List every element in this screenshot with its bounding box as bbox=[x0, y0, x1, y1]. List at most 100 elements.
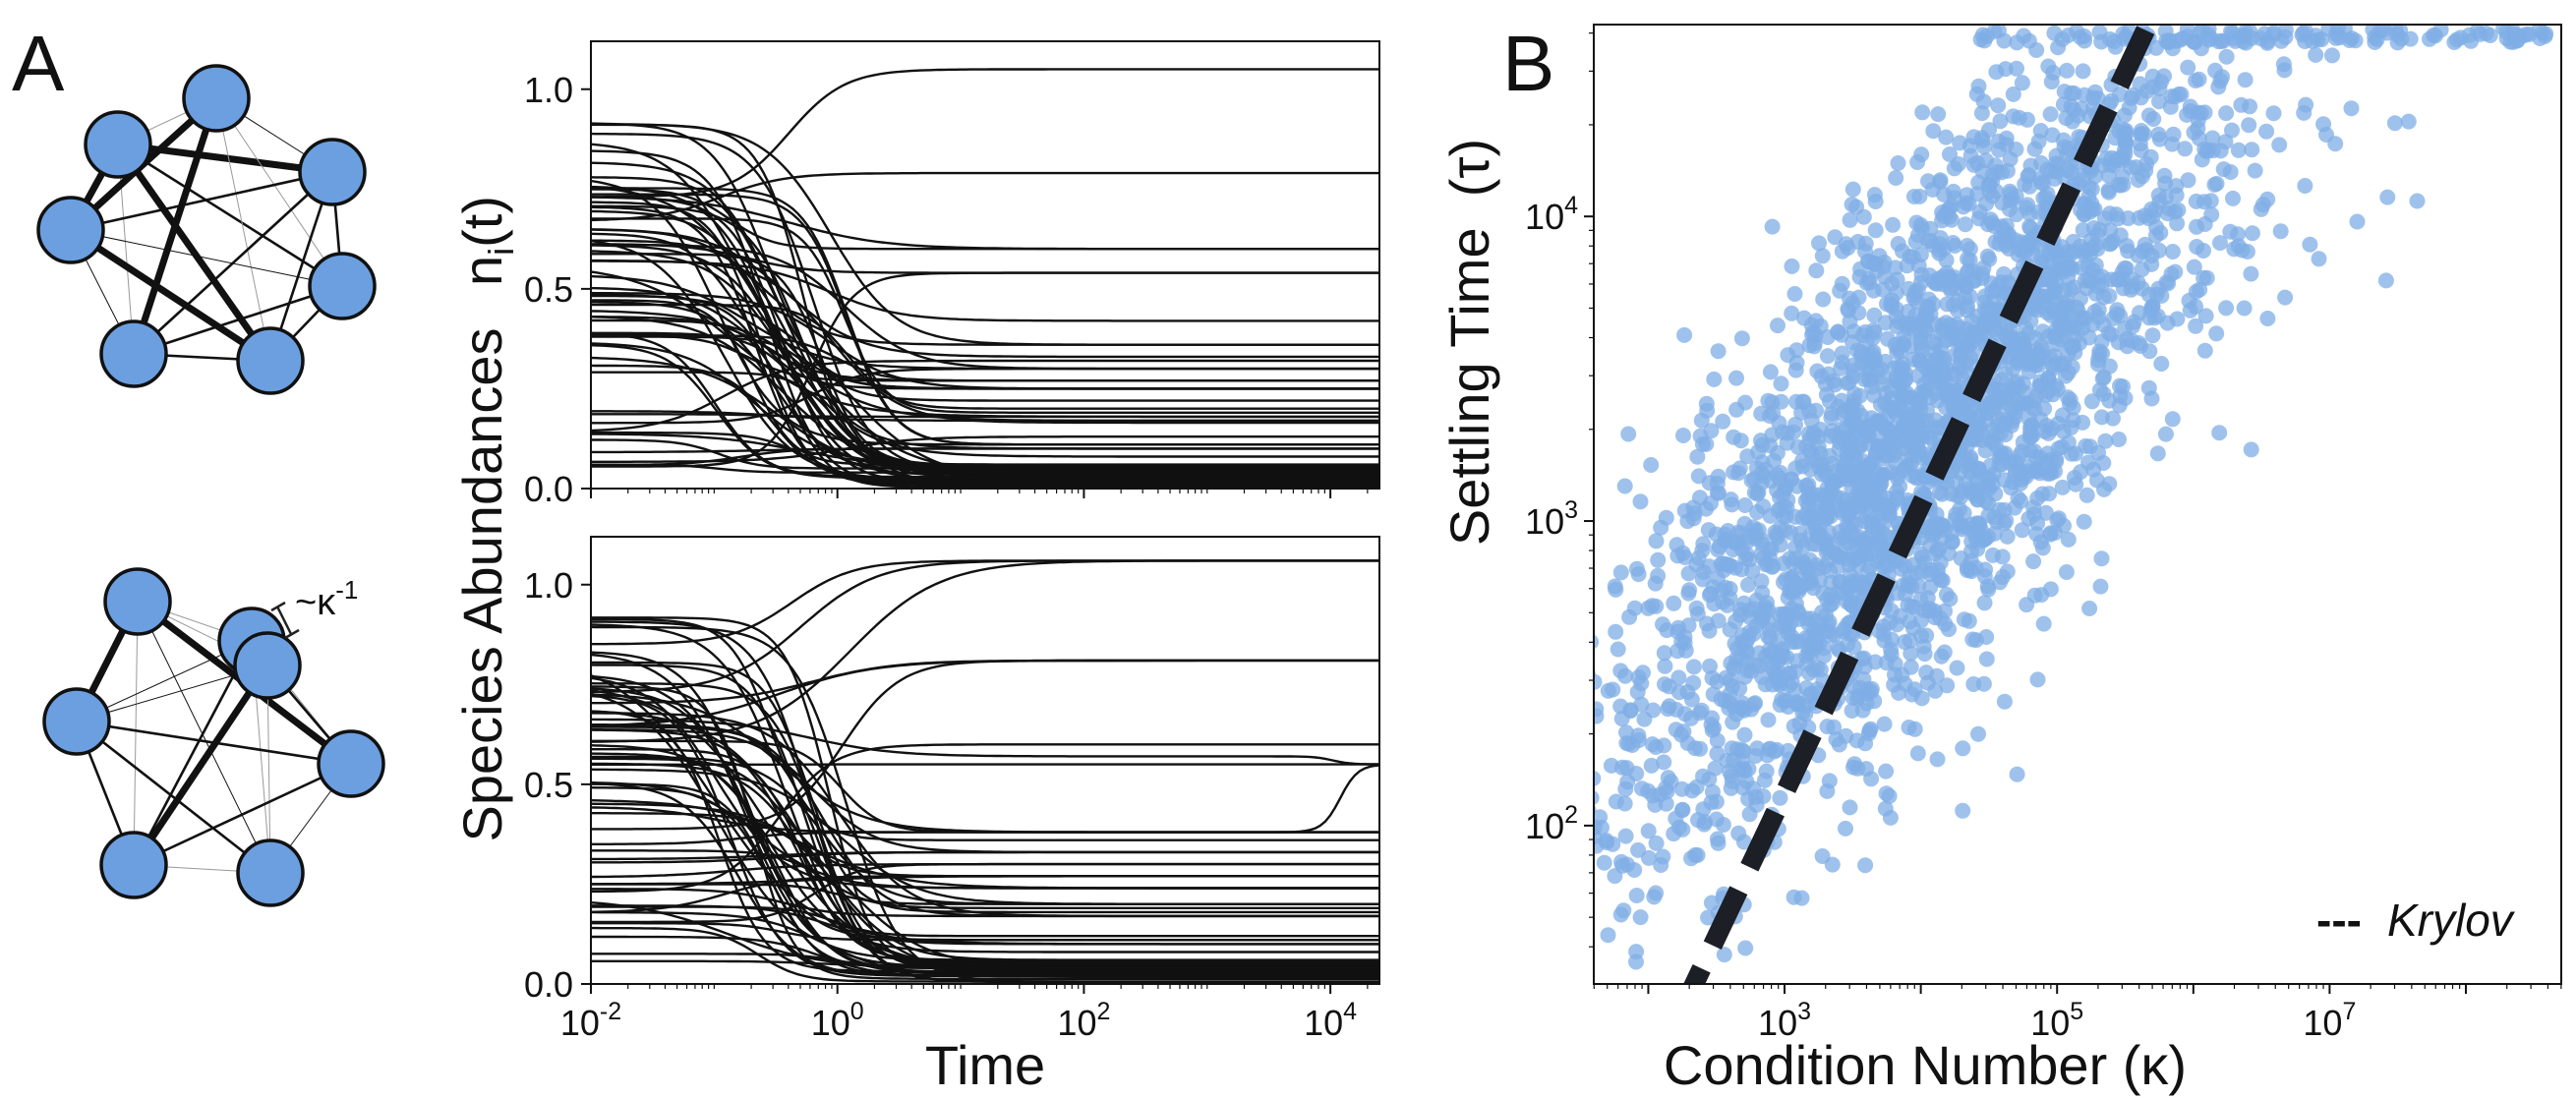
scatter-point bbox=[2191, 130, 2207, 146]
scatter-point bbox=[2015, 433, 2031, 450]
scatter-point bbox=[1737, 940, 1754, 956]
species-line bbox=[590, 270, 1379, 419]
scatter-point bbox=[1821, 524, 1837, 541]
species-line bbox=[590, 228, 1379, 346]
scatter-point bbox=[1911, 352, 1928, 369]
scatter-point bbox=[1987, 308, 2004, 324]
scatter-point bbox=[1753, 573, 1770, 590]
scatter-point bbox=[1824, 595, 1841, 611]
abundance-chart-top: 0.0 0.5 1.0 bbox=[524, 40, 1380, 509]
scatter-point bbox=[2147, 202, 2163, 218]
scatter-point bbox=[2212, 235, 2228, 252]
scatter-point bbox=[1784, 258, 1800, 274]
scatter-point bbox=[1987, 486, 2004, 502]
scatter-point bbox=[1653, 857, 1669, 873]
scatter-point bbox=[1895, 390, 1911, 407]
scatter-point bbox=[1960, 251, 1976, 267]
scatter-point bbox=[2065, 233, 2081, 250]
scatter-point bbox=[1539, 735, 1554, 751]
scatter-point bbox=[2089, 227, 2106, 243]
scatter-point bbox=[2014, 75, 2030, 91]
scatter-point bbox=[2259, 311, 2276, 326]
scatter-point bbox=[1771, 665, 1786, 681]
scatter-point bbox=[2244, 225, 2260, 242]
scatter-point bbox=[1874, 281, 1891, 298]
scatter-point bbox=[1563, 778, 1579, 793]
scatter-point bbox=[1963, 516, 1980, 533]
scatter-point bbox=[1732, 607, 1748, 623]
scatter-point bbox=[1930, 106, 1947, 123]
scatter-point bbox=[2092, 578, 2109, 595]
scatter-point bbox=[1783, 471, 1799, 488]
scatter-point bbox=[1964, 631, 1981, 648]
scatter-point bbox=[1709, 745, 1726, 762]
scatter-point bbox=[1612, 906, 1629, 923]
scatter-point bbox=[1844, 597, 1860, 613]
species-line bbox=[590, 768, 1379, 905]
scatter-point bbox=[2315, 116, 2332, 133]
scatter-point bbox=[2081, 438, 2098, 455]
scatter-point bbox=[1676, 549, 1693, 565]
scatter-point bbox=[2230, 238, 2247, 255]
scatter-point bbox=[1621, 608, 1638, 625]
scatter-point bbox=[2196, 342, 2213, 359]
scatter-point bbox=[2157, 426, 2174, 442]
scatter-point bbox=[1888, 170, 1904, 186]
scatter-point bbox=[1878, 655, 1895, 671]
scatter-point bbox=[1794, 509, 1811, 526]
scatter-point bbox=[2247, 162, 2263, 179]
scatter-point bbox=[2032, 411, 2049, 428]
scatter-point bbox=[2277, 25, 2294, 38]
scatter-point bbox=[1608, 581, 1624, 598]
scatter-point bbox=[1916, 646, 1933, 663]
scatter-point bbox=[2095, 317, 2112, 333]
scatter-point bbox=[2076, 513, 2092, 530]
scatter-point bbox=[2133, 142, 2149, 158]
scatter-point bbox=[1859, 464, 1876, 481]
scatter-point bbox=[2123, 281, 2139, 298]
scatter-point bbox=[1669, 643, 1686, 660]
scatter-point bbox=[2048, 260, 2065, 277]
scatter-point bbox=[2236, 300, 2253, 317]
scatter-point bbox=[2265, 105, 2282, 122]
scatter-point bbox=[1628, 954, 1644, 970]
network-edge bbox=[266, 665, 271, 874]
scatter-point bbox=[2004, 413, 2020, 430]
scatter-point bbox=[1878, 763, 1895, 780]
scatter-point bbox=[2244, 142, 2260, 158]
network-diagram-bottom bbox=[42, 567, 385, 907]
species-line bbox=[591, 617, 1379, 841]
species-line bbox=[590, 274, 1379, 371]
species-line bbox=[590, 710, 1379, 973]
scatter-point bbox=[1873, 475, 1890, 491]
scatter-point bbox=[1982, 457, 1999, 474]
scatter-point bbox=[1726, 429, 1742, 445]
scatter-point bbox=[2140, 379, 2157, 396]
scatter-point bbox=[1840, 505, 1856, 522]
scatter-point bbox=[2472, 26, 2488, 42]
scatter-point bbox=[1838, 820, 1853, 837]
scatter-point bbox=[1430, 779, 1445, 794]
y-tick-label: 1.0 bbox=[524, 565, 573, 606]
network-edge bbox=[137, 601, 271, 874]
scatter-point bbox=[2222, 164, 2239, 180]
scatter-point bbox=[1535, 931, 1551, 947]
species-line bbox=[591, 904, 1379, 946]
scatter-point bbox=[2218, 105, 2235, 122]
scatter-point bbox=[2005, 86, 2021, 102]
scatter-point bbox=[1842, 314, 1858, 330]
scatter-point bbox=[1936, 644, 1953, 661]
scatter-point bbox=[1925, 123, 1942, 140]
scatter-point bbox=[2047, 329, 2064, 346]
scatter-point bbox=[2157, 25, 2174, 39]
scatter-point bbox=[1965, 327, 1982, 344]
scatter-point bbox=[1988, 64, 2005, 81]
scatter-point bbox=[2211, 425, 2228, 441]
scatter-point bbox=[1670, 819, 1687, 836]
scatter-point bbox=[1705, 686, 1722, 703]
scatter-point bbox=[1574, 737, 1590, 753]
network-node bbox=[84, 110, 152, 179]
scatter-point bbox=[1610, 641, 1626, 658]
scatter-point bbox=[1973, 130, 1990, 146]
scatter-point bbox=[1754, 454, 1771, 471]
